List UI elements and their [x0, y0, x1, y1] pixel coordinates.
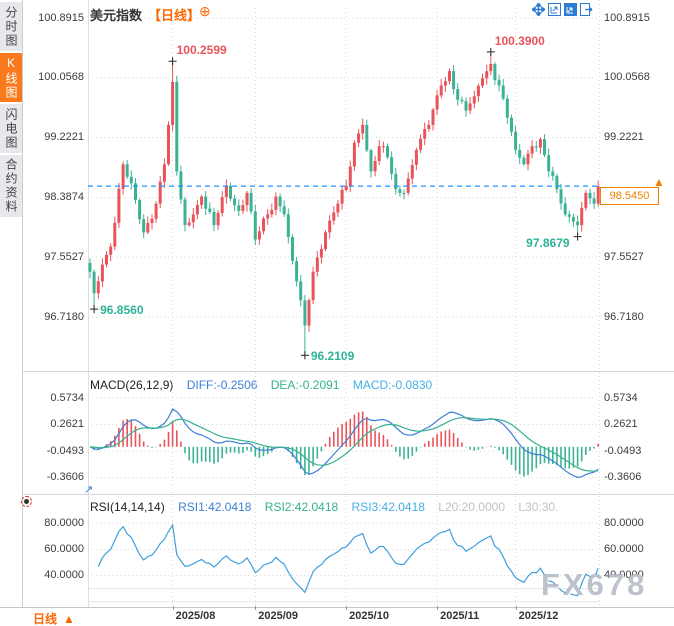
high-price-annotation: 100.2599	[176, 43, 227, 58]
macd-diff-value: DIFF:-0.2506	[186, 378, 258, 392]
y-axis-label-right: 96.7180	[604, 310, 644, 323]
period-label: 【日线】	[148, 8, 201, 23]
symbol-title: 美元指数	[90, 8, 143, 23]
rsi3-value: RSI3:42.0418	[351, 500, 425, 514]
x-axis-tick	[346, 606, 348, 610]
interval-tab-daily[interactable]: 日线 ▲	[33, 610, 75, 626]
x-axis-label: 2025/11	[440, 610, 480, 622]
main-macd-divider	[22, 371, 674, 372]
macd-axis-label-right: 0.2621	[604, 418, 638, 430]
rsi-axis-label-left: 40.0000	[44, 569, 84, 581]
y-axis-label-left: 98.3874	[44, 190, 84, 203]
y-axis-label-left: 100.0568	[38, 71, 84, 84]
x-axis-tick	[437, 606, 439, 610]
rsi-axis-label-right: 40.0000	[604, 569, 644, 581]
sidebar-tab-kline-chart[interactable]: K线图	[0, 53, 22, 102]
zoom-out-chart-icon[interactable]	[548, 3, 561, 16]
sidebar-tab-contract-info[interactable]: 合约资料	[0, 155, 22, 217]
sidebar: 分时图 K线图 闪电图 合约资料	[0, 0, 23, 626]
sidebar-tab-flash-chart[interactable]: 闪电图	[0, 104, 22, 153]
rsi-axis-label-left: 80.0000	[44, 516, 84, 529]
y-axis-label-left: 100.8915	[38, 11, 84, 24]
bottom-bar	[0, 607, 674, 626]
rsi-l20-value: L20:20.0000	[438, 500, 505, 514]
candlestick-plot[interactable]	[88, 0, 600, 607]
y-axis-label-left: 97.5527	[44, 250, 84, 263]
high-price-annotation: 100.3900	[494, 33, 545, 48]
x-axis-label: 2025/09	[258, 610, 299, 622]
x-axis-tick	[172, 606, 174, 610]
macd-axis-label-left: -0.0493	[46, 444, 84, 457]
low-price-annotation: 96.2109	[310, 349, 355, 364]
rsi-header: RSI(14,14,14) RSI1:42.0418 RSI2:42.0418 …	[90, 500, 568, 514]
current-price-tag: 98.5450	[600, 187, 659, 205]
macd-axis-label-left: -0.3606	[46, 471, 84, 483]
exit-chart-icon[interactable]	[580, 3, 593, 16]
macd-header: MACD(26,12,9) DIFF:-0.2506 DEA:-0.2091 M…	[90, 378, 442, 392]
y-axis-label-right: 100.0568	[604, 71, 650, 84]
macd-axis-label-right: -0.0493	[604, 444, 642, 457]
y-axis-label-right: 99.2221	[604, 131, 644, 144]
x-axis-tick	[515, 606, 517, 610]
interval-tab-label: 日线	[33, 612, 58, 626]
macd-axis-label-right: 0.5734	[604, 391, 638, 404]
rsi-axis-label-right: 80.0000	[604, 516, 644, 529]
y-axis-label-right: 100.8915	[604, 11, 650, 24]
x-axis-label: 2025/08	[175, 610, 216, 622]
low-price-annotation: 96.8560	[100, 303, 144, 318]
rsi-name-label: RSI(14,14,14)	[90, 500, 165, 514]
rsi1-value: RSI1:42.0418	[178, 500, 252, 514]
macd-rsi-divider	[22, 494, 674, 495]
x-axis-label: 2025/10	[349, 610, 389, 622]
macd-axis-label-left: 0.5734	[50, 391, 84, 404]
restore-pane-icon[interactable]: ↗	[84, 484, 94, 496]
scroll-latest-icon[interactable]: ▲	[653, 175, 665, 189]
axis-gutter-divider	[88, 0, 89, 626]
y-axis-label-right: 97.5527	[604, 250, 644, 263]
y-axis-label-left: 99.2221	[44, 131, 84, 144]
macd-axis-label-left: 0.2621	[50, 418, 84, 430]
chart-toolbar	[532, 3, 593, 16]
rsi-axis-label-right: 60.0000	[604, 542, 644, 555]
low-price-annotation: 97.8679	[526, 235, 570, 250]
macd-dea-value: DEA:-0.2091	[270, 378, 340, 392]
x-axis-tick	[255, 606, 257, 610]
rsi2-value: RSI2:42.0418	[264, 500, 339, 514]
record-dot-icon	[21, 496, 32, 507]
zoom-in-chart-icon[interactable]	[564, 3, 577, 16]
rsi-axis-label-left: 60.0000	[44, 542, 84, 555]
x-axis-label: 2025/12	[518, 610, 559, 622]
sidebar-tab-time-chart[interactable]: 分时图	[0, 2, 22, 51]
macd-name-label: MACD(26,12,9)	[90, 378, 174, 392]
macd-macd-value: MACD:-0.0830	[352, 378, 433, 392]
rsi-l30-value: L30:30.	[518, 500, 559, 514]
chevron-up-icon: ▲	[63, 612, 75, 626]
y-axis-label-left: 96.7180	[44, 310, 84, 323]
crosshair-tool-icon[interactable]	[532, 3, 545, 16]
add-indicator-icon[interactable]: ⊕	[199, 3, 211, 19]
macd-axis-label-right: -0.3606	[604, 471, 642, 483]
